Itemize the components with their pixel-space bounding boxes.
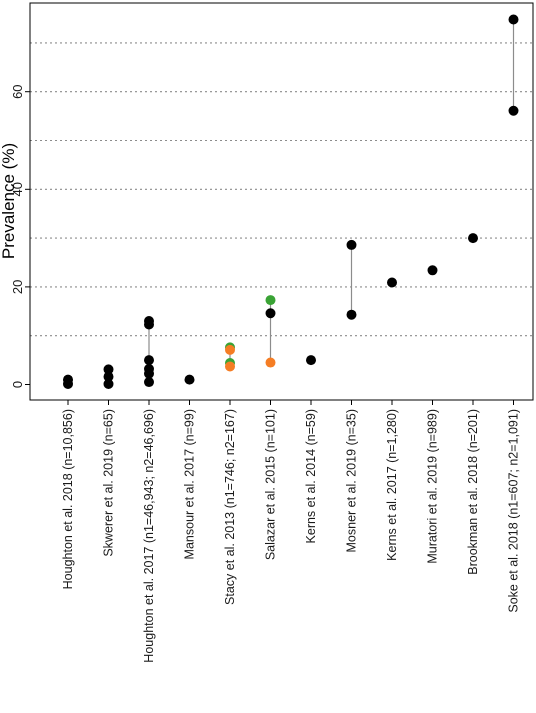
- x-tick-label: Brookman et al. 2018 (n=201): [466, 409, 480, 575]
- y-tick-label: 0: [10, 381, 25, 388]
- y-tick-label: 60: [10, 84, 25, 98]
- data-point: [103, 364, 114, 375]
- axes: [29, 2, 534, 401]
- x-axis-ticks: Houghton et al. 2018 (n=10,856) Skwerer e…: [61, 400, 521, 663]
- data-point: [63, 379, 73, 390]
- x-tick-label: Kerns et al. 2017 (n=1,280): [385, 409, 399, 561]
- data-point: [225, 344, 235, 355]
- data-point: [265, 357, 276, 368]
- x-tick-label: Kerns et al. 2014 (n=59): [304, 409, 318, 543]
- x-tick-label: Houghton et al. 2018 (n=10,856): [61, 409, 75, 589]
- data-point: [144, 355, 154, 366]
- data-point: [103, 371, 114, 382]
- data-point: [508, 14, 519, 25]
- x-tick-label: Salazar et al. 2015 (n=101): [264, 409, 278, 560]
- data-point: [387, 277, 397, 288]
- range-lines: [148, 19, 515, 383]
- data-point: [265, 308, 276, 319]
- data-point: [346, 309, 357, 320]
- data-point: [144, 368, 154, 379]
- x-tick-label: Houghton et al. 2017 (n1=46,943; n2=46,6…: [142, 409, 156, 663]
- data-point: [144, 377, 154, 388]
- data-point: [508, 105, 519, 116]
- data-point: [103, 379, 114, 390]
- data-point: [306, 355, 316, 366]
- x-tick-label: Mosner et al. 2019 (n=35): [345, 409, 359, 553]
- x-tick-label: Muratori et al. 2019 (n=989): [426, 409, 440, 564]
- x-tick-label: Stacy et al. 2013 (n1=746; n2=167): [223, 409, 237, 605]
- data-point: [427, 265, 438, 276]
- y-axis-ticks: 0 20 40 60: [10, 84, 30, 388]
- x-tick-label: Mansour et al. 2017 (n=99): [183, 409, 197, 559]
- data-points: [63, 14, 519, 390]
- data-point: [225, 361, 235, 372]
- plot-frame: [29, 2, 534, 401]
- data-point: [468, 233, 478, 244]
- y-tick-label: 40: [10, 182, 25, 196]
- data-point: [184, 374, 195, 385]
- gridlines: [30, 42, 533, 337]
- x-tick-label: Skwerer et al. 2019 (n=65): [102, 409, 116, 557]
- data-point: [144, 319, 154, 330]
- data-point: [346, 239, 357, 250]
- y-axis-title: Prevalence (%): [0, 143, 18, 259]
- data-point: [265, 295, 276, 306]
- x-tick-label: Soke et al. 2018 (n1=607; n2=1,091): [507, 409, 521, 613]
- y-tick-label: 20: [10, 280, 25, 294]
